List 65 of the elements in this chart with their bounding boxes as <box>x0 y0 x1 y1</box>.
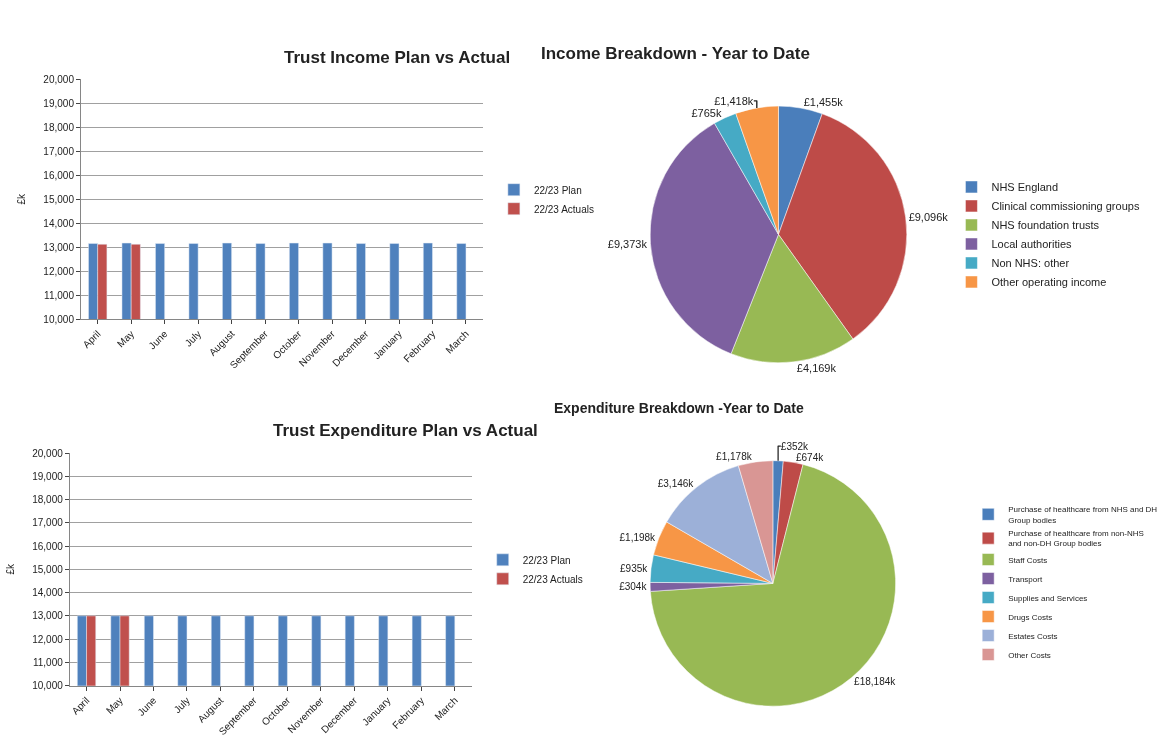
legend-label: Transport <box>1008 574 1043 584</box>
legend-label: NHS foundation trusts <box>991 219 1100 232</box>
y-tick-label: 19,000 <box>32 470 64 482</box>
data-label: £674k <box>796 451 825 463</box>
data-label: £935k <box>620 562 649 574</box>
data-label: £1,198k <box>619 531 657 543</box>
data-label: £1,418k <box>714 94 754 107</box>
y-tick-label: 13,000 <box>32 610 64 622</box>
y-tick-label: 14,000 <box>32 587 64 599</box>
y-tick-label: 10,000 <box>32 680 64 692</box>
chart-title: Income Breakdown - Year to Date <box>541 44 810 63</box>
legend-label: Purchase of healthcare from NHS and DH Group bodies <box>1008 505 1158 525</box>
x-tick-label: July <box>182 328 204 349</box>
y-tick-label: 19,000 <box>43 97 75 109</box>
y-tick-label: 17,000 <box>32 517 64 529</box>
y-tick-label: 14,000 <box>43 217 75 229</box>
y-tick-label: 16,000 <box>32 540 64 552</box>
legend-label: 22/23 Plan <box>533 184 582 196</box>
data-label: £765k <box>691 106 722 119</box>
y-tick-label: 11,000 <box>32 656 64 668</box>
data-label: £9,096k <box>908 211 949 224</box>
y-tick-label: 18,000 <box>43 121 75 133</box>
legend-label: Clinical commissioning groups <box>991 200 1140 213</box>
legend-label: Staff Costs <box>1008 555 1048 565</box>
legend-label: Other operating income <box>991 276 1107 289</box>
legend-label: NHS England <box>991 181 1059 194</box>
chart-title: Trust Expenditure Plan vs Actual <box>273 421 538 440</box>
chart-title: Expenditure Breakdown -Year to Date <box>554 400 804 416</box>
legend-label: Other Costs <box>1008 650 1051 660</box>
legend-label: 22/23 Actuals <box>533 203 594 215</box>
legend-label: Drugs Costs <box>1008 612 1053 622</box>
legend-label: Non NHS: other <box>991 257 1070 270</box>
data-label: £3,146k <box>657 477 695 489</box>
y-tick-label: 20,000 <box>43 73 75 85</box>
y-axis-title: £k <box>16 192 28 205</box>
y-tick-label: 20,000 <box>32 447 64 459</box>
data-label: £352k <box>780 440 810 452</box>
data-label: £1,455k <box>803 96 844 109</box>
x-tick-label: July <box>171 694 192 716</box>
data-label: £304k <box>619 581 648 593</box>
legend-label: 22/23 Plan <box>522 554 571 566</box>
y-tick-label: 11,000 <box>44 289 75 301</box>
data-label: £4,169k <box>796 361 837 374</box>
y-tick-label: 15,000 <box>32 563 64 575</box>
x-tick-label: May <box>103 694 125 716</box>
x-tick-label: June <box>146 327 170 352</box>
y-tick-label: 17,000 <box>43 145 75 157</box>
data-label: £1,178k <box>716 451 753 463</box>
legend-label: Local authorities <box>991 238 1073 251</box>
y-tick-label: 18,000 <box>32 494 64 506</box>
chart-title: Trust Income Plan vs Actual <box>284 48 511 67</box>
data-label: £9,373k <box>607 237 648 250</box>
legend-label: Purchase of healthcare from non-NHS and non-DH Group bodies <box>1008 529 1144 549</box>
y-tick-label: 10,000 <box>43 313 75 325</box>
y-axis-title: £k <box>5 563 17 575</box>
legend-label: Supplies and Services <box>1008 593 1088 603</box>
y-tick-label: 15,000 <box>43 193 75 205</box>
data-label: £18,184k <box>854 675 897 687</box>
x-tick-label: May <box>114 328 137 350</box>
y-tick-label: 16,000 <box>43 169 75 181</box>
y-tick-label: 12,000 <box>32 633 64 645</box>
y-tick-label: 12,000 <box>43 265 75 277</box>
y-tick-label: 13,000 <box>43 241 75 253</box>
legend-label: Estates Costs <box>1008 631 1058 641</box>
legend-label: 22/23 Actuals <box>522 573 583 585</box>
